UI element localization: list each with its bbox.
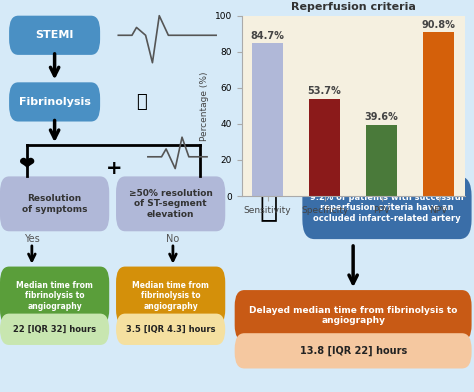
Text: ≥50% resolution
of ST-segment
elevation: ≥50% resolution of ST-segment elevation — [129, 189, 212, 219]
Text: 3.5 [IQR 4.3] hours: 3.5 [IQR 4.3] hours — [126, 325, 215, 334]
Text: 53.7%: 53.7% — [308, 87, 341, 96]
Title: Reperfusion criteria: Reperfusion criteria — [291, 2, 416, 12]
Text: No: No — [166, 234, 180, 244]
Bar — [423, 32, 455, 196]
Text: Yes: Yes — [24, 234, 40, 244]
FancyBboxPatch shape — [116, 176, 225, 231]
Text: ❤️: ❤️ — [19, 155, 36, 174]
Text: 22 [IQR 32] hours: 22 [IQR 32] hours — [13, 325, 96, 334]
Text: Median time from
fibrinolysis to
angiography: Median time from fibrinolysis to angiogr… — [132, 281, 209, 311]
Y-axis label: Percentage (%): Percentage (%) — [200, 71, 209, 141]
Text: Fibrinolysis: Fibrinolysis — [18, 97, 91, 107]
Bar — [252, 43, 283, 196]
FancyBboxPatch shape — [0, 314, 109, 345]
FancyBboxPatch shape — [235, 290, 472, 341]
Text: 9.2% of patients with successful
reperfusion criteria have an
occluded infarct-r: 9.2% of patients with successful reperfu… — [310, 193, 464, 223]
Text: Resolution
of symptoms: Resolution of symptoms — [22, 194, 87, 214]
FancyBboxPatch shape — [9, 16, 100, 55]
Bar — [309, 99, 340, 196]
Text: STEMI: STEMI — [36, 30, 74, 40]
Text: 84.7%: 84.7% — [251, 31, 284, 40]
FancyBboxPatch shape — [9, 82, 100, 122]
Text: Median time from
fibrinolysis to
angiography: Median time from fibrinolysis to angiogr… — [16, 281, 93, 311]
Text: 39.6%: 39.6% — [365, 112, 399, 122]
FancyBboxPatch shape — [302, 176, 472, 239]
FancyBboxPatch shape — [0, 176, 109, 231]
Text: 💉: 💉 — [136, 93, 146, 111]
Text: 90.8%: 90.8% — [422, 20, 456, 29]
FancyBboxPatch shape — [116, 267, 225, 325]
FancyBboxPatch shape — [0, 267, 109, 325]
Text: 13.8 [IQR 22] hours: 13.8 [IQR 22] hours — [300, 346, 407, 356]
FancyBboxPatch shape — [235, 333, 472, 368]
Text: Delayed median time from fibrinolysis to
angiography: Delayed median time from fibrinolysis to… — [249, 306, 457, 325]
Bar — [366, 125, 397, 196]
FancyBboxPatch shape — [116, 314, 225, 345]
Text: 🫀: 🫀 — [259, 193, 278, 222]
Text: +: + — [106, 159, 122, 178]
